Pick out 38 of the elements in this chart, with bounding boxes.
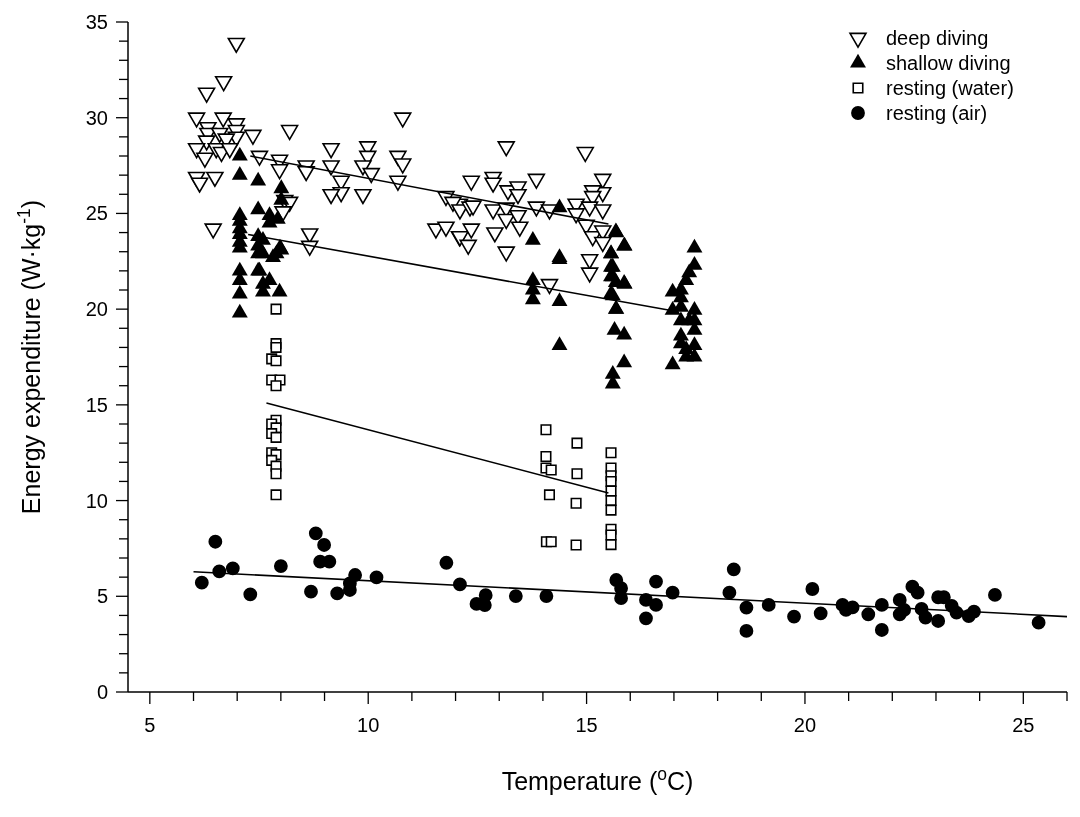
point <box>545 464 557 476</box>
point <box>605 447 617 459</box>
y-tick-label: 30 <box>85 106 108 129</box>
y-tick-label: 0 <box>96 681 108 703</box>
legend-label: deep diving <box>886 27 989 49</box>
point <box>540 424 552 436</box>
y-tick-label: 35 <box>85 11 108 33</box>
y-tick-label: 5 <box>96 585 108 608</box>
point <box>270 380 282 392</box>
point <box>270 303 282 315</box>
point <box>605 475 617 487</box>
point <box>570 497 582 509</box>
point <box>545 536 557 548</box>
y-tick-label: 20 <box>85 298 108 321</box>
x-axis-title: Temperature ($^{o}$C) <box>501 764 694 795</box>
point <box>270 355 282 367</box>
legend-label: resting (air) <box>886 102 988 124</box>
x-tick-label: 5 <box>144 714 156 736</box>
y-tick-label: 10 <box>85 489 108 512</box>
x-tick-label: 20 <box>793 714 817 736</box>
point <box>270 468 282 480</box>
point <box>543 489 555 501</box>
point <box>270 489 282 501</box>
y-tick-label: 15 <box>85 393 108 416</box>
y-tick-label: 25 <box>85 202 108 225</box>
point <box>540 451 552 463</box>
point <box>605 504 617 516</box>
legend-label: resting (water) <box>886 77 1014 99</box>
x-tick-label: 25 <box>1012 714 1035 736</box>
point <box>605 539 617 551</box>
x-tick-label: 10 <box>357 714 380 736</box>
x-tick-label: 15 <box>575 714 598 736</box>
point <box>571 437 583 449</box>
point <box>270 431 282 443</box>
point <box>571 468 583 480</box>
point <box>570 539 582 551</box>
legend-label: shallow diving <box>886 52 1011 74</box>
point <box>605 529 617 541</box>
